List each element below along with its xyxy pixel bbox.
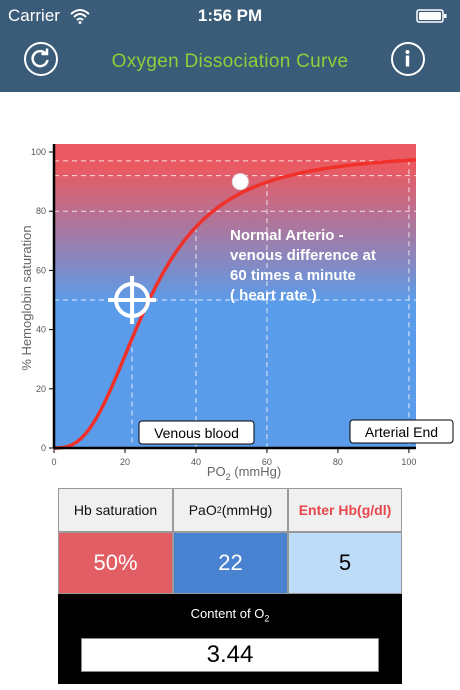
refresh-icon [31, 48, 49, 68]
hb-input[interactable]: 5 [288, 532, 402, 594]
arterio-venous-note: Normal Arterio - venous difference at 60 t… [230, 227, 376, 304]
x-tick-label: 60 [262, 457, 272, 467]
y-tick-label: 20 [36, 384, 46, 394]
venous-blood-label: Venous blood [138, 420, 255, 445]
y-tick-label: 0 [41, 443, 46, 453]
annotation-line: ( heart rate ) [230, 287, 317, 304]
crosshair-icon[interactable] [108, 276, 157, 324]
arterial-end-label: Arterial End [349, 419, 454, 444]
x-tick-label: 80 [333, 457, 343, 467]
svg-text:Venous blood: Venous blood [154, 425, 239, 441]
wifi-icon [70, 9, 90, 24]
x-tick-label: 0 [51, 457, 56, 467]
refresh-button[interactable] [24, 42, 58, 76]
dissociation-curve [54, 158, 417, 450]
y-tick-label: 80 [36, 206, 46, 216]
y-tick-label: 60 [36, 265, 46, 275]
x-tick-label: 40 [191, 457, 201, 467]
svg-text:Arterial End: Arterial End [365, 424, 438, 440]
y-axis-label: % Hemoglobin saturation [19, 225, 34, 370]
battery-icon [416, 9, 447, 23]
y-tick-label: 40 [36, 325, 46, 335]
x-tick-label: 100 [401, 457, 416, 467]
x-axis-label: PO2 (mmHg) [207, 464, 281, 482]
pao2-value-cell: 22 [173, 532, 288, 594]
status-bar: Carrier 1:56 PM [0, 0, 460, 32]
y-tick-label: 100 [31, 147, 46, 157]
dissociation-chart[interactable]: 0 20 40 60 80 100 0 20 40 60 80 100 % Hemoglobin sa… [0, 140, 460, 485]
content-panel: Content of O2 3.44 [58, 594, 402, 684]
header-enter-hb: Enter Hb(g/dl) [288, 488, 402, 532]
nav-bar: Oxygen Dissociation Curve [0, 32, 460, 92]
header-pao2: PaO 2 (mmHg) [173, 488, 288, 532]
results-table: Hb saturation PaO 2 (mmHg) Enter Hb(g/dl)… [58, 488, 402, 684]
content-label: Content of O2 [190, 606, 270, 624]
page-title: Oxygen Dissociation Curve [111, 51, 349, 72]
info-button[interactable] [391, 42, 425, 76]
header-hb-saturation: Hb saturation [58, 488, 173, 532]
annotation-line: Normal Arterio - [230, 227, 344, 244]
info-icon [405, 50, 410, 67]
x-tick-label: 20 [120, 457, 130, 467]
saturation-value-cell: 50% [58, 532, 173, 594]
clock-label: 1:56 PM [197, 6, 263, 25]
carrier-label: Carrier [8, 6, 60, 25]
marker-ball-icon[interactable] [231, 173, 249, 191]
annotation-line: venous difference at [230, 247, 376, 264]
annotation-line: 60 times a minute [230, 267, 356, 284]
content-value: 3.44 [81, 638, 379, 672]
